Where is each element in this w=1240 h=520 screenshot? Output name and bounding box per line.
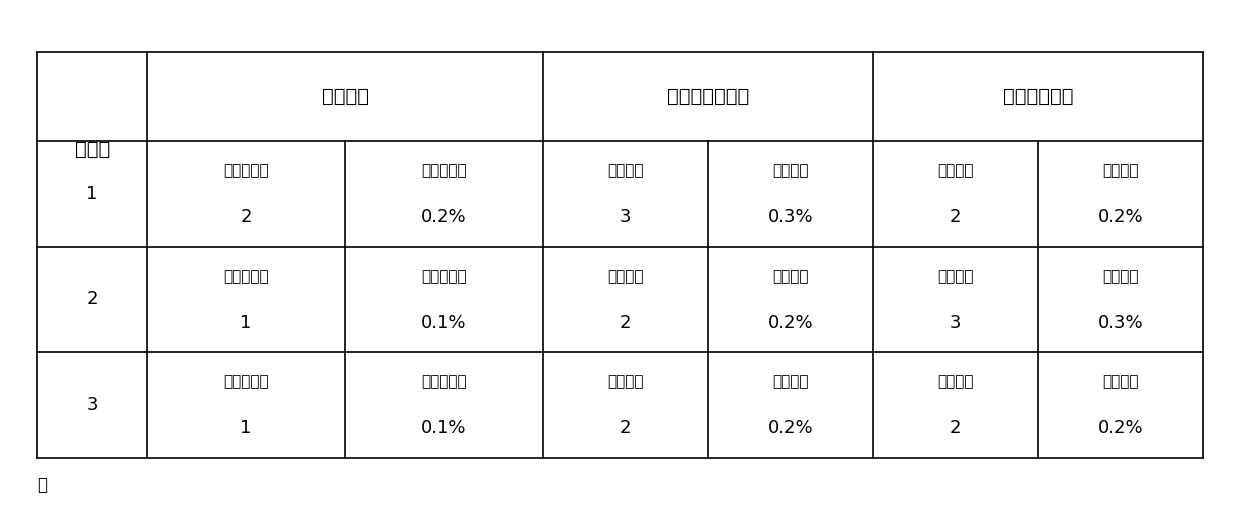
Text: 不清晰个数: 不清晰个数 [223,163,269,178]
Text: 实施例: 实施例 [74,140,110,159]
Text: 2: 2 [620,314,631,332]
Text: 吸附振动盘情况: 吸附振动盘情况 [667,87,749,106]
Text: 吸附个数: 吸附个数 [937,269,973,284]
Text: 1: 1 [241,419,252,437]
Text: 0.1%: 0.1% [422,419,466,437]
Text: 吸附比例: 吸附比例 [773,374,808,389]
Text: 吸附个数: 吸附个数 [608,269,644,284]
Text: 吸附个数: 吸附个数 [608,163,644,178]
Text: 2: 2 [950,208,961,226]
Text: 。: 。 [37,476,47,494]
Text: 3: 3 [620,208,631,226]
Text: 0.2%: 0.2% [768,419,813,437]
Text: 不清晰个数: 不清晰个数 [223,269,269,284]
Text: 2: 2 [950,419,961,437]
Text: 0.2%: 0.2% [422,208,467,226]
Text: 不清晰比例: 不清晰比例 [422,163,467,178]
Text: 0.1%: 0.1% [422,314,466,332]
Text: 3: 3 [87,396,98,414]
Text: 不清晰个数: 不清晰个数 [223,374,269,389]
Text: 3: 3 [950,314,961,332]
Text: 吸附个数: 吸附个数 [937,163,973,178]
Text: 1: 1 [241,314,252,332]
Text: 丝印情况: 丝印情况 [321,87,368,106]
Text: 0.2%: 0.2% [768,314,813,332]
Text: 2: 2 [241,208,252,226]
Text: 吸附比例: 吸附比例 [1102,374,1138,389]
Text: 吸附个数: 吸附个数 [937,374,973,389]
Text: 吸附个数: 吸附个数 [608,374,644,389]
Text: 0.3%: 0.3% [1097,314,1143,332]
Text: 吸附盖带情况: 吸附盖带情况 [1003,87,1073,106]
Text: 1: 1 [87,185,98,203]
Text: 吸附比例: 吸附比例 [1102,163,1138,178]
Text: 0.2%: 0.2% [1097,208,1143,226]
Text: 吸附比例: 吸附比例 [773,269,808,284]
Text: 吸附比例: 吸附比例 [773,163,808,178]
Text: 0.3%: 0.3% [768,208,813,226]
Text: 0.2%: 0.2% [1097,419,1143,437]
Text: 不清晰比例: 不清晰比例 [422,269,467,284]
Text: 吸附比例: 吸附比例 [1102,269,1138,284]
Text: 不清晰比例: 不清晰比例 [422,374,467,389]
Text: 2: 2 [620,419,631,437]
Text: 2: 2 [87,290,98,308]
